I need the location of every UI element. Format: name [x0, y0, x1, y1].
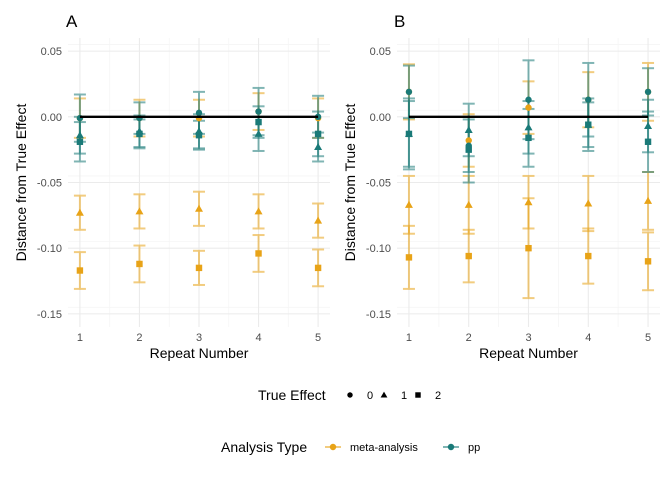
x-axis-label: Repeat Number [150, 345, 249, 361]
data-point [465, 252, 472, 260]
data-point [136, 260, 143, 268]
panel-b: 0.05 0.00 -0.05 -0.10 -0.15 1 2 3 4 5 Repeat Numbe… [342, 12, 660, 361]
legend-key-point [447, 443, 455, 451]
y-tick-label: -0.10 [37, 243, 62, 255]
data-point [314, 143, 323, 151]
y-axis-label: Distance from True Effect [13, 104, 29, 262]
data-point [255, 250, 262, 257]
data-point [644, 138, 652, 145]
data-point [525, 244, 532, 252]
legend-true-effect: True Effect 0 1 2 [258, 387, 441, 403]
data-point [524, 198, 533, 206]
data-point [314, 216, 323, 224]
data-point [644, 88, 652, 96]
data-point [585, 121, 592, 128]
legend-label: meta-analysis [350, 442, 418, 454]
x-tick-label: 5 [315, 332, 321, 344]
data-point [465, 137, 472, 144]
data-point [525, 134, 532, 142]
legends: True Effect 0 1 2 Analysis Type meta-analysis… [221, 387, 480, 455]
x-tick-label: 2 [136, 332, 142, 344]
y-tick-label: 0.00 [370, 112, 391, 124]
x-tick-label: 4 [585, 332, 591, 344]
x-tick-label: 5 [645, 332, 651, 344]
y-tick-label: -0.10 [366, 243, 391, 255]
data-point [524, 123, 533, 131]
data-point [195, 204, 203, 212]
data-point [195, 132, 203, 139]
data-point [195, 264, 203, 272]
legend-label: 2 [435, 390, 441, 402]
data-point [525, 104, 532, 111]
panel-a: 0.05 0.00 -0.05 -0.10 -0.15 1 2 3 4 5 Repeat Numbe… [13, 12, 330, 361]
data-point [525, 96, 532, 103]
data-point [644, 196, 653, 204]
data-point [314, 264, 322, 272]
data-point [75, 208, 84, 216]
data-point [254, 207, 263, 215]
data-point [585, 252, 592, 260]
legend-title: Analysis Type [221, 439, 307, 455]
data-point [75, 131, 84, 139]
legend-analysis-type: Analysis Type meta-analysis pp [221, 439, 480, 455]
y-tick-label: -0.15 [37, 309, 62, 321]
legend-label: pp [468, 442, 480, 454]
x-tick-label: 3 [196, 332, 202, 344]
y-tick-label: 0.00 [41, 112, 62, 124]
data-point [404, 200, 413, 208]
legend-label: 0 [367, 390, 373, 402]
x-axis-label: Repeat Number [479, 345, 578, 361]
data-point [255, 118, 262, 126]
data-point [585, 96, 592, 103]
y-tick-label: 0.05 [41, 46, 62, 58]
panels: 0.05 0.00 -0.05 -0.10 -0.15 1 2 3 4 5 Repeat Numbe… [13, 12, 660, 361]
data-point [136, 130, 143, 138]
legend-key-point [329, 443, 337, 451]
y-tick-label: -0.05 [37, 178, 62, 190]
panel-title: B [394, 12, 405, 31]
data-point [76, 138, 84, 145]
data-point [405, 254, 413, 261]
data-point [644, 122, 653, 130]
x-tick-label: 3 [525, 332, 531, 344]
y-axis-label: Distance from True Effect [342, 104, 358, 262]
data-point [195, 109, 203, 117]
x-tick-label: 2 [466, 332, 472, 344]
y-tick-label: -0.05 [366, 178, 391, 190]
data-point [465, 146, 472, 153]
legend-label: 1 [401, 390, 407, 402]
data-point [644, 258, 652, 265]
data-point [464, 200, 473, 208]
x-tick-label: 4 [255, 332, 261, 344]
data-point [405, 130, 413, 138]
data-point [255, 108, 262, 115]
data-point [314, 130, 322, 138]
y-tick-label: 0.05 [370, 46, 391, 58]
y-tick-label: -0.15 [366, 309, 391, 321]
panel-title: A [66, 12, 78, 31]
data-point [584, 199, 593, 207]
data-point [464, 125, 473, 133]
x-tick-label: 1 [406, 332, 412, 344]
x-tick-label: 1 [77, 332, 83, 344]
data-point [135, 207, 144, 215]
data-point [405, 88, 413, 96]
legend-key-triangle [380, 391, 388, 398]
legend-key-circle [347, 392, 353, 398]
legend-title: True Effect [258, 387, 326, 403]
data-point [254, 129, 263, 137]
legend-key-square [415, 392, 421, 398]
data-point [76, 267, 84, 274]
